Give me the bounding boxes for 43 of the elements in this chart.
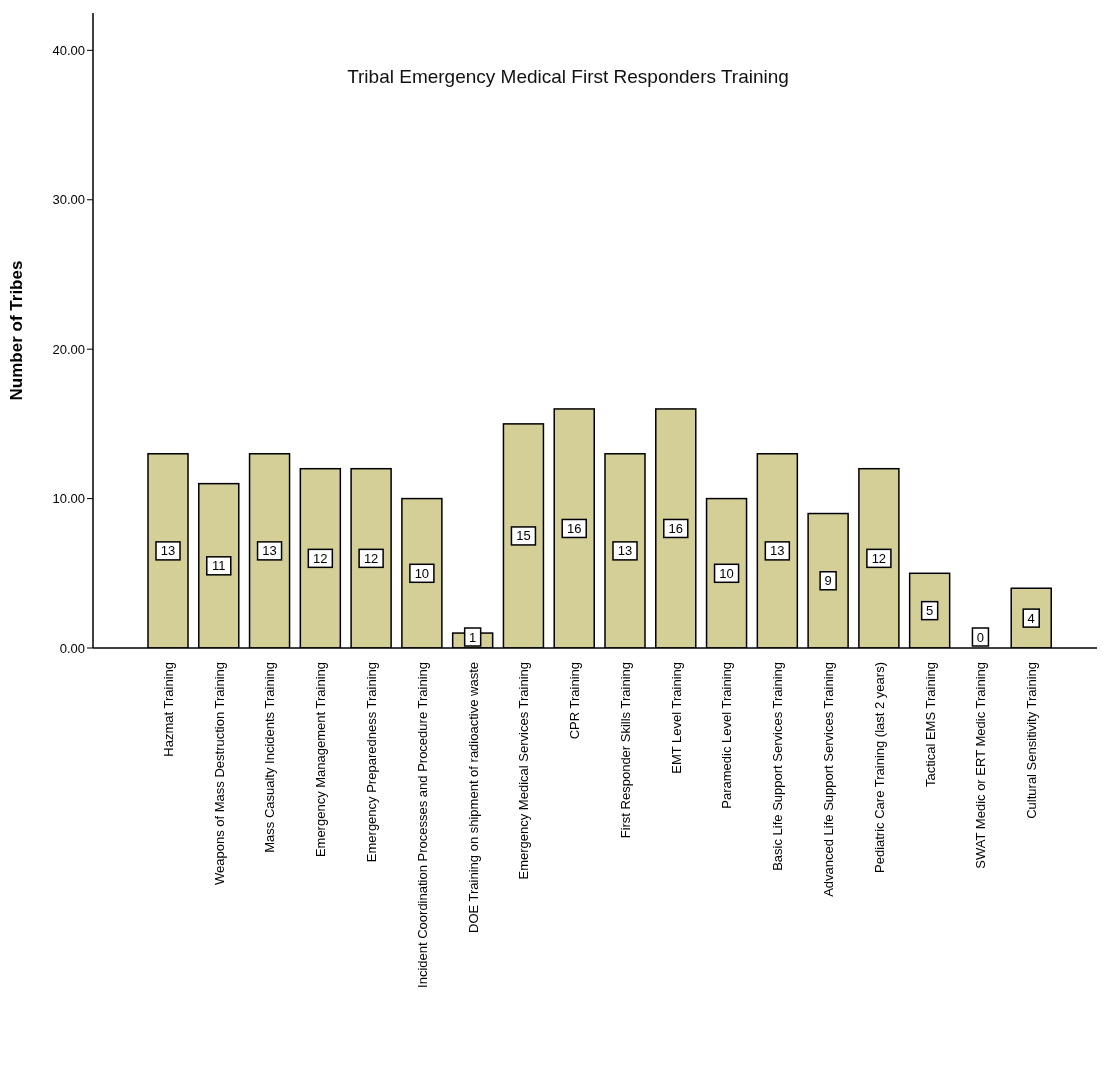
y-tick-label: 30.00 [52, 192, 85, 208]
data-label: 10 [719, 565, 734, 581]
x-tick-label: Paramedic Level Training [719, 662, 735, 809]
data-label: 16 [668, 520, 684, 536]
x-tick-label: Cultural Sensitivity Training [1024, 662, 1040, 819]
x-tick-label: CPR Training [567, 662, 583, 740]
data-label: 1 [469, 629, 477, 645]
data-label: 9 [824, 573, 832, 589]
x-tick-label: First Responder Skills Training [617, 662, 633, 839]
data-label: 4 [1027, 610, 1035, 626]
data-label: 13 [770, 543, 785, 559]
data-label: 12 [313, 550, 328, 566]
data-label: 12 [363, 550, 379, 566]
data-label: 13 [160, 543, 176, 559]
x-tick-label: Advanced Life Support Services Training [821, 662, 836, 897]
data-label: 12 [871, 550, 887, 566]
data-label: 16 [566, 520, 582, 536]
y-tick-label: 10.00 [52, 491, 85, 507]
data-label: 5 [926, 603, 934, 619]
x-tick-label: EMT Level Training [668, 662, 684, 774]
x-tick-label: Pediatric Care Training (last 2 years) [871, 662, 887, 873]
y-tick-label: 20.00 [52, 341, 85, 357]
data-label: 0 [976, 629, 985, 645]
x-tick-label: Basic Life Support Services Training [770, 662, 786, 871]
x-tick-label: Incident Coordination Processes and Procedure Training [414, 662, 430, 988]
x-tick-label: SWAT Medic or ERT Medic Training [973, 662, 989, 869]
data-label: 11 [212, 558, 226, 574]
x-tick-label: Emergency Management Training [313, 662, 329, 858]
y-axis-title: Number of Tribes [7, 260, 27, 401]
data-label: 13 [617, 543, 633, 559]
data-label: 13 [262, 543, 277, 559]
x-tick-label: Hazmat Training [160, 662, 176, 757]
y-tick-label: 0.00 [59, 640, 85, 656]
x-tick-label: Emergency Medical Services Training [516, 662, 532, 880]
data-label: 10 [414, 565, 430, 581]
x-tick-label: Tactical EMS Training [922, 662, 938, 787]
x-tick-label: Emergency Preparedness Training [364, 662, 379, 863]
data-label: 15 [516, 528, 531, 544]
x-tick-label: Weapons of Mass Destruction Training [211, 662, 227, 886]
text: Tribal Emergency Medical First Responders Training [346, 66, 790, 88]
x-tick-label: DOE Training on shipment of radioactive waste [465, 662, 481, 933]
y-tick-label: 40.00 [52, 42, 85, 58]
x-tick-label: Mass Casualty Incidents Training [262, 662, 278, 853]
